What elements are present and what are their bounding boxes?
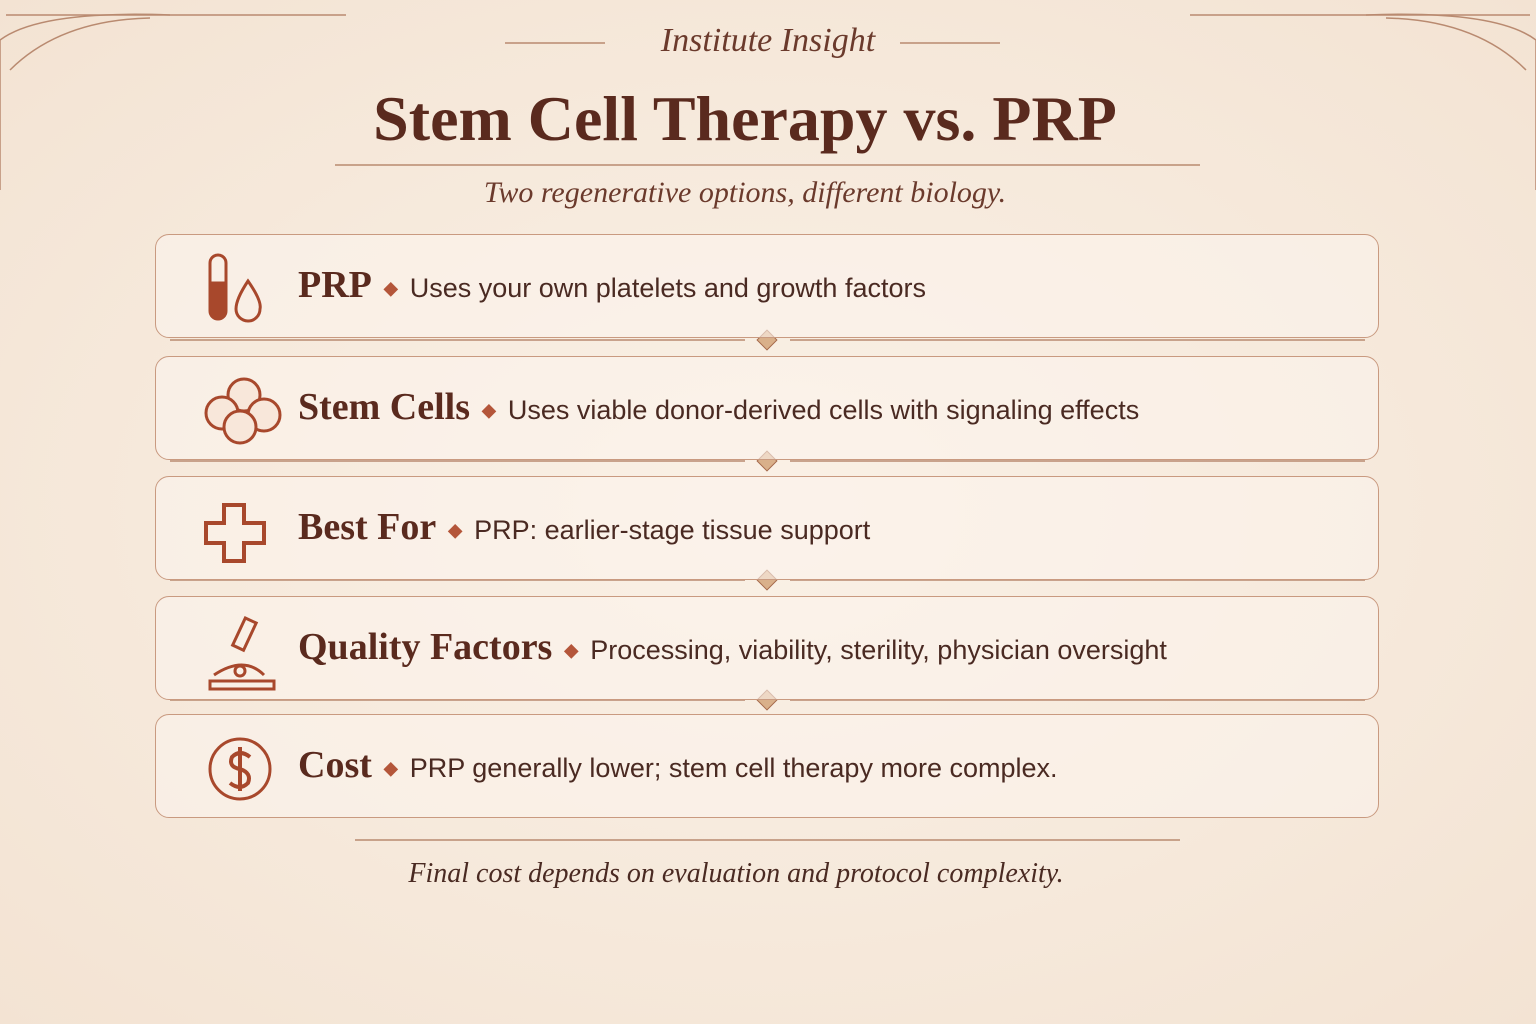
icon bbox=[208, 615, 276, 691]
icon bbox=[208, 737, 272, 801]
icon bbox=[204, 503, 266, 563]
row-label: Cost bbox=[298, 744, 372, 786]
row: Best For ◆ PRP: earlier-stage tissue suppo… bbox=[155, 476, 1379, 580]
row-label: Stem Cells bbox=[298, 386, 471, 428]
footer-note: Final cost depends on evaluation and pro… bbox=[408, 858, 1064, 889]
row-text: PRP: earlier-stage tissue support bbox=[474, 515, 871, 545]
title: Stem Cell Therapy vs. PRP bbox=[373, 83, 1117, 154]
subtitle: Two regenerative options, different biol… bbox=[483, 176, 1007, 209]
row: PRP ◆ Uses your own platelets and growth f… bbox=[155, 234, 1379, 338]
row: Quality Factors ◆ Processing, viability, s… bbox=[155, 596, 1379, 700]
row-label: Quality Factors bbox=[298, 626, 553, 668]
eyebrow: Institute Insight bbox=[660, 22, 876, 59]
row: Stem Cells ◆ Uses viable donor-derived cel… bbox=[155, 356, 1379, 460]
row-label: PRP bbox=[298, 264, 372, 306]
row-text: PRP generally lower; stem cell therapy m… bbox=[409, 753, 1058, 783]
row-text: Uses viable donor-derived cells with sig… bbox=[507, 395, 1140, 425]
row-text: Uses your own platelets and growth facto… bbox=[409, 273, 926, 303]
icon bbox=[204, 377, 282, 445]
row-label: Best For bbox=[298, 506, 437, 548]
row-text: Processing, viability, sterility, physic… bbox=[590, 635, 1167, 665]
row: Cost ◆ PRP generally lower; stem cell ther… bbox=[155, 714, 1379, 818]
icon bbox=[208, 253, 262, 323]
